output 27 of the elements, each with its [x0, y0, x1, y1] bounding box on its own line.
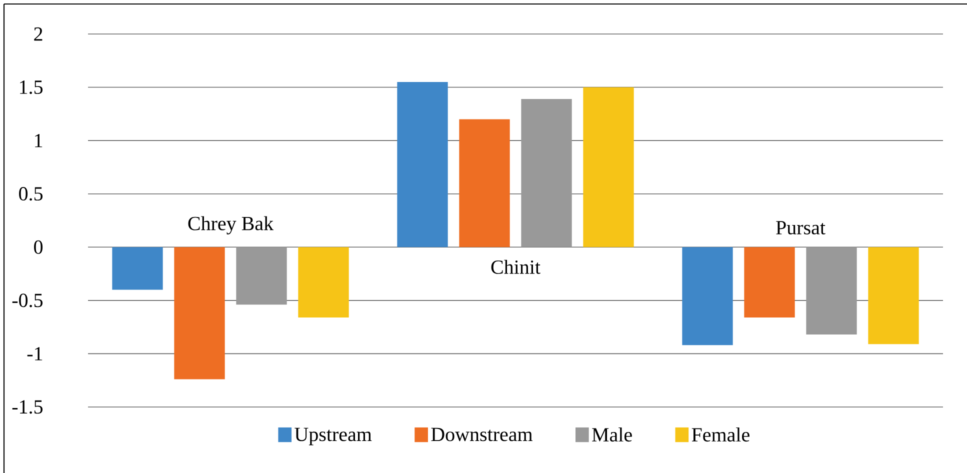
y-tick-label: 1.5: [20, 80, 43, 94]
bar: [236, 247, 287, 305]
bar: [583, 87, 634, 248]
legend-label: Male: [592, 428, 632, 442]
y-tick-label: -0.5: [12, 294, 43, 308]
x-tick-label: Chinit: [491, 260, 540, 274]
bar: [682, 247, 733, 346]
bar: [868, 247, 919, 344]
bar: [459, 119, 510, 248]
bar: [521, 99, 572, 248]
y-tick-label: 0.5: [19, 187, 43, 201]
y-tick-label: -1: [27, 347, 42, 360]
bar: [806, 247, 857, 335]
bar: [174, 247, 225, 380]
y-tick-label: 0: [34, 240, 43, 254]
bar: [744, 247, 795, 318]
legend-label: Upstream: [294, 428, 372, 446]
legend-label: Downstream: [431, 428, 533, 442]
legend-label: Female: [692, 428, 750, 442]
bar: [112, 247, 163, 290]
x-tick-label: Pursat: [776, 221, 826, 234]
y-tick-label: 2: [34, 27, 42, 41]
bar: [397, 82, 448, 248]
y-tick-label: -1.5: [12, 400, 43, 414]
x-tick-label: Chrey Bak: [188, 216, 274, 234]
bar: [298, 247, 349, 318]
y-tick-label: 1: [35, 134, 42, 148]
